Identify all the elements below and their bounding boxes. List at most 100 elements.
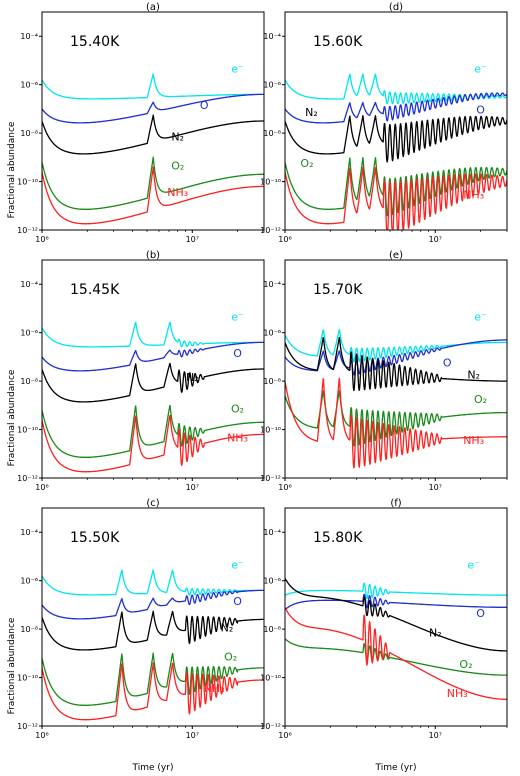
y-axis-label: Fractional abundance	[7, 617, 17, 714]
y-tick-label: 10⁻¹⁰	[260, 178, 281, 187]
series-line-n2	[42, 610, 264, 651]
y-axis-label: Fractional abundance	[7, 121, 17, 218]
temperature-label: 15.70K	[313, 282, 363, 298]
series-label-o2: O₂	[171, 159, 184, 172]
series-line-nh3	[42, 414, 264, 473]
series-line-o	[42, 341, 264, 372]
series-label-e: e⁻	[467, 559, 480, 572]
temperature-label: 15.45K	[70, 282, 120, 298]
chart-panel: (b) 10⁻¹² 10⁻¹⁰ 10⁻⁸ 10⁻⁶ 10⁻⁴ 10⁶ 10⁷ 15.45K e⁻ O…	[17, 250, 265, 492]
series-label-o: O	[233, 595, 242, 608]
y-tick-label: 10⁻⁶	[263, 329, 281, 338]
x-tick-label: 10⁶	[35, 235, 48, 244]
series-line-o2	[42, 156, 264, 210]
series-line-e	[285, 582, 507, 600]
x-tick-label: 10⁶	[278, 731, 291, 740]
series-label-nh3: NH₃	[447, 687, 468, 700]
series-label-n2: N₂	[171, 130, 184, 143]
series-line-o	[285, 593, 507, 611]
plot-frame	[41, 507, 265, 727]
plot-frame	[284, 11, 508, 231]
temperature-label: 15.60K	[313, 34, 363, 50]
y-axis-label: Fractional abundance	[7, 369, 17, 466]
series-line-o	[42, 93, 264, 124]
y-tick-label: 10⁻⁴	[20, 32, 38, 41]
series-label-nh3: NH₃	[167, 186, 188, 199]
x-tick-label: 10⁷	[186, 235, 199, 244]
chart-panel: (e) 10⁻¹² 10⁻¹⁰ 10⁻⁸ 10⁻⁶ 10⁻⁴ 10⁶ 10⁷ 15.70K e⁻ O…	[260, 250, 508, 492]
series-line-n2	[42, 114, 264, 155]
y-tick-label: 10⁻¹⁰	[17, 426, 38, 435]
series-label-o: O	[233, 347, 242, 360]
y-tick-label: 10⁻⁸	[20, 129, 38, 138]
series-line-e	[285, 329, 507, 363]
y-tick-label: 10⁻⁸	[263, 625, 281, 634]
temperature-label: 15.40K	[70, 34, 120, 50]
series-line-e	[42, 73, 264, 100]
series-label-o2: O₂	[300, 157, 313, 170]
panel-label: (d)	[389, 2, 403, 13]
x-tick-label: 10⁷	[429, 483, 442, 492]
x-tick-label: 10⁶	[278, 235, 291, 244]
temperature-label: 15.80K	[313, 530, 363, 546]
series-line-e	[42, 569, 264, 596]
series-label-o2: O₂	[224, 651, 237, 664]
x-axis-label: Time (yr)	[132, 763, 174, 773]
y-tick-label: 10⁻¹²	[17, 474, 38, 483]
chart-panel: (c) 10⁻¹² 10⁻¹⁰ 10⁻⁸ 10⁻⁶ 10⁻⁴ 10⁶ 10⁷ 15.50K e⁻ O…	[17, 498, 265, 740]
series-line-o	[42, 589, 264, 620]
chart-panel: (a) 10⁻¹² 10⁻¹⁰ 10⁻⁸ 10⁻⁶ 10⁻⁴ 10⁶ 10⁷ 15.40K e⁻ O…	[17, 2, 265, 244]
series-line-n2	[285, 115, 507, 163]
series-label-n2: N₂	[429, 626, 442, 639]
panel-label: (e)	[389, 250, 403, 261]
series-line-o	[285, 92, 507, 124]
plot-frame	[41, 11, 265, 231]
y-tick-label: 10⁻⁴	[20, 528, 38, 537]
y-tick-label: 10⁻⁴	[263, 280, 281, 289]
y-tick-label: 10⁻⁸	[263, 129, 281, 138]
y-tick-label: 10⁻⁶	[263, 577, 281, 586]
plot-frame	[41, 259, 265, 479]
series-label-o: O	[200, 99, 209, 112]
x-tick-label: 10⁷	[429, 731, 442, 740]
y-tick-label: 10⁻¹²	[260, 226, 281, 235]
series-label-nh3: NH₃	[227, 432, 248, 445]
series-line-e	[42, 321, 264, 348]
y-tick-label: 10⁻⁶	[20, 81, 38, 90]
y-tick-label: 10⁻⁸	[20, 377, 38, 386]
series-label-o2: O₂	[474, 393, 487, 406]
series-line-nh3	[285, 166, 507, 230]
y-tick-label: 10⁻¹²	[260, 722, 281, 731]
y-tick-label: 10⁻¹⁰	[260, 426, 281, 435]
x-tick-label: 10⁷	[186, 731, 199, 740]
panel-label: (a)	[146, 2, 160, 13]
series-label-n2: N₂	[305, 106, 318, 119]
x-axis-label: Time (yr)	[375, 763, 417, 773]
panel-label: (b)	[146, 250, 160, 261]
plot-frame	[284, 507, 508, 727]
series-line-n2	[285, 336, 507, 392]
y-tick-label: 10⁻¹²	[260, 474, 281, 483]
series-line-n2	[285, 577, 507, 652]
series-label-n2: N₂	[186, 371, 199, 384]
y-tick-label: 10⁻¹⁰	[17, 178, 38, 187]
y-tick-label: 10⁻¹⁰	[260, 674, 281, 683]
series-label-o: O	[476, 104, 485, 117]
panel-label: (f)	[390, 498, 401, 509]
series-line-nh3	[42, 166, 264, 225]
series-line-nh3	[285, 607, 507, 701]
y-tick-label: 10⁻⁶	[20, 577, 38, 586]
y-tick-label: 10⁻¹²	[17, 226, 38, 235]
x-tick-label: 10⁶	[35, 483, 48, 492]
series-label-nh3: NH₃	[204, 682, 225, 695]
series-label-nh3: NH₃	[463, 189, 484, 202]
series-line-n2	[42, 362, 264, 403]
y-tick-label: 10⁻⁸	[20, 625, 38, 634]
series-label-o2: O₂	[459, 658, 472, 671]
series-label-n2: N₂	[221, 622, 234, 635]
y-tick-label: 10⁻⁴	[20, 280, 38, 289]
series-label-e: e⁻	[474, 311, 487, 324]
series-line-o	[285, 339, 507, 376]
x-tick-label: 10⁷	[429, 235, 442, 244]
